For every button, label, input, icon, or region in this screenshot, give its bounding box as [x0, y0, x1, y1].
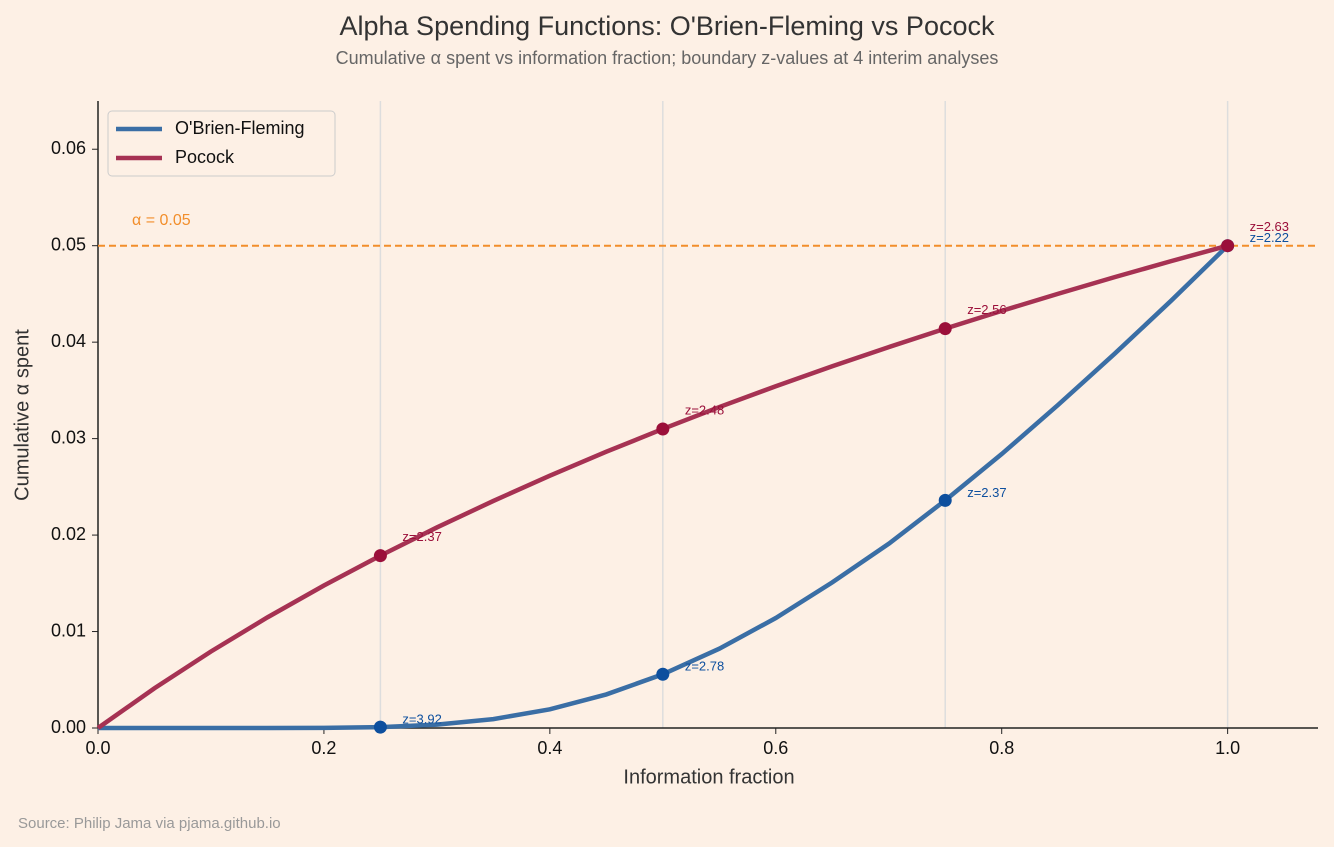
boundary-marker	[656, 422, 670, 436]
chart-subtitle: Cumulative α spent vs information fracti…	[336, 48, 999, 68]
y-tick-label: 0.04	[51, 331, 86, 351]
boundary-label: z=2.37	[967, 485, 1006, 500]
y-tick-label: 0.06	[51, 138, 86, 158]
x-tick-label: 0.6	[763, 738, 788, 758]
x-tick-label: 1.0	[1215, 738, 1240, 758]
y-tick-label: 0.01	[51, 620, 86, 640]
legend-box	[107, 110, 336, 177]
x-tick-label: 0.0	[85, 738, 110, 758]
x-tick-label: 0.4	[537, 738, 562, 758]
threshold-label: α = 0.05	[132, 212, 191, 229]
source: Source: Philip Jama via pjama.github.io	[18, 815, 281, 832]
x-tick-label: 0.8	[989, 738, 1014, 758]
y-tick-label: 0.02	[51, 524, 86, 544]
boundary-label: z=2.63	[1250, 219, 1289, 234]
boundary-label: z=2.78	[685, 659, 724, 674]
boundary-label: z=2.37	[402, 529, 441, 544]
boundary-marker	[1221, 239, 1235, 253]
boundary-marker	[938, 493, 952, 507]
boundary-marker	[373, 720, 387, 734]
x-axis-label: Information fraction	[623, 766, 794, 788]
y-tick-label: 0.05	[51, 234, 86, 254]
legend-label: Pocock	[175, 147, 235, 167]
boundary-label: z=2.56	[967, 302, 1006, 317]
legend-label: O'Brien-Fleming	[175, 118, 304, 138]
boundary-label: z=2.22	[1250, 230, 1289, 245]
chart-title: Alpha Spending Functions: O'Brien-Flemin…	[340, 11, 995, 41]
boundary-marker	[656, 667, 670, 681]
y-tick-label: 0.00	[51, 717, 86, 737]
boundary-marker	[373, 549, 387, 563]
boundary-label: z=2.48	[685, 402, 724, 417]
boundary-label: z=3.92	[402, 712, 441, 727]
boundary-marker	[938, 322, 952, 336]
x-tick-label: 0.2	[311, 738, 336, 758]
y-tick-label: 0.03	[51, 427, 86, 447]
y-axis-label: Cumulative α spent	[11, 329, 33, 501]
